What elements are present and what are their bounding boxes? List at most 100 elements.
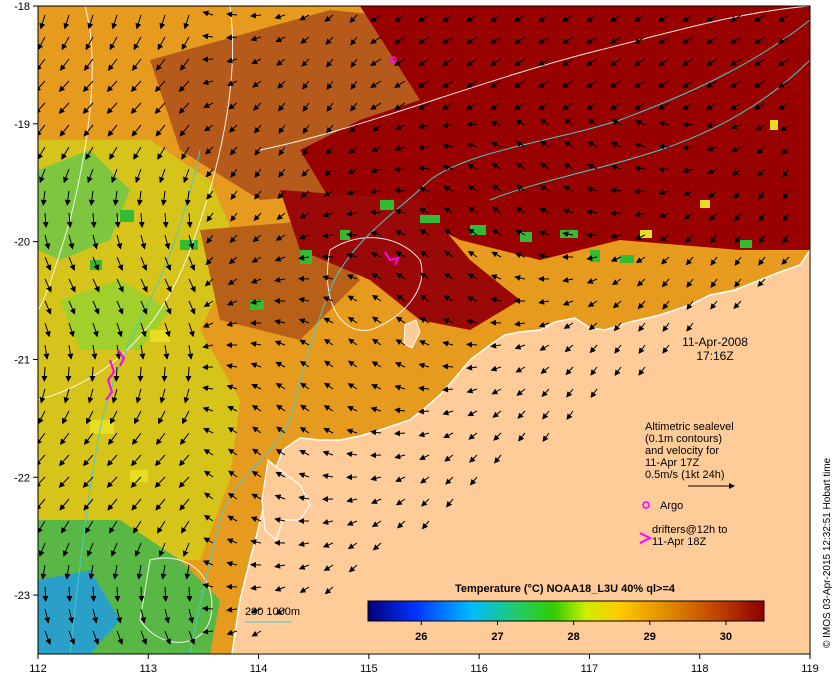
velocity-arrow [346, 231, 358, 238]
map-time-label: 17:16Z [696, 349, 733, 363]
velocity-arrow [83, 58, 94, 71]
velocity-arrow [370, 406, 382, 413]
velocity-arrow [202, 628, 214, 635]
colorbar-tick-label: 26 [415, 631, 427, 643]
legend-argo-label: Argo [660, 500, 683, 512]
velocity-arrow [140, 608, 147, 624]
velocity-arrow [467, 273, 478, 280]
velocity-arrow [610, 58, 622, 66]
velocity-arrow [682, 14, 694, 22]
velocity-arrow [610, 102, 622, 110]
velocity-arrow [370, 252, 382, 258]
velocity-arrow [466, 80, 478, 88]
velocity-arrow [252, 426, 262, 434]
velocity-arrow [298, 233, 310, 240]
velocity-arrow [135, 14, 142, 30]
velocity-arrow [202, 582, 214, 589]
velocity-arrow [370, 14, 382, 22]
velocity-arrow [163, 344, 170, 360]
velocity-arrow [541, 388, 550, 398]
velocity-arrow [39, 168, 46, 184]
velocity-arrow [116, 322, 123, 338]
velocity-arrow [44, 256, 52, 271]
velocity-arrow [58, 80, 70, 93]
velocity-arrow [226, 606, 238, 613]
velocity-arrow [275, 361, 286, 368]
velocity-arrow [202, 343, 214, 350]
velocity-arrow [275, 36, 286, 43]
velocity-arrow [612, 300, 622, 309]
velocity-arrow [323, 338, 334, 346]
velocity-arrow [610, 256, 622, 262]
velocity-arrow [706, 145, 718, 152]
velocity-arrow [132, 432, 142, 446]
velocity-arrow [587, 164, 598, 170]
velocity-arrow [276, 426, 286, 434]
velocity-arrow [782, 234, 790, 244]
land-island [403, 319, 421, 349]
velocity-arrow [227, 80, 238, 86]
velocity-arrow [758, 256, 766, 266]
velocity-arrow [709, 234, 718, 244]
velocity-arrow [181, 36, 190, 51]
velocity-arrow [370, 36, 382, 44]
velocity-arrow [372, 124, 382, 132]
velocity-arrow [109, 146, 118, 160]
velocity-arrow [154, 476, 166, 488]
velocity-arrow [274, 585, 286, 592]
velocity-arrow [38, 80, 46, 93]
velocity-arrow [396, 520, 406, 529]
velocity-arrow [276, 58, 286, 66]
velocity-arrow [44, 278, 52, 293]
velocity-arrow [254, 146, 262, 156]
velocity-arrow [206, 234, 214, 244]
velocity-arrow [658, 14, 670, 22]
velocity-arrow [62, 410, 70, 425]
velocity-arrow [131, 498, 142, 511]
velocity-arrow [346, 252, 358, 259]
x-tick-label: 117 [581, 663, 599, 675]
velocity-arrow [226, 34, 238, 41]
velocity-arrow [394, 384, 406, 391]
velocity-arrow [782, 190, 790, 200]
velocity-arrow [634, 211, 646, 218]
velocity-arrow [491, 142, 502, 148]
velocity-arrow [155, 58, 166, 71]
velocity-arrow [83, 432, 94, 446]
velocity-arrow [396, 294, 406, 302]
velocity-arrow [42, 586, 49, 602]
velocity-arrow [164, 256, 172, 271]
velocity-arrow [658, 166, 670, 173]
velocity-arrow [85, 146, 94, 160]
argo-float-marker [389, 56, 397, 64]
velocity-arrow [140, 300, 148, 315]
velocity-arrow [346, 189, 358, 196]
velocity-arrow [538, 80, 550, 88]
velocity-arrow [107, 124, 118, 137]
velocity-arrow [83, 498, 94, 511]
velocity-arrow [253, 124, 262, 134]
velocity-arrow [38, 542, 46, 557]
velocity-arrow [418, 14, 430, 22]
velocity-arrow [781, 146, 790, 155]
velocity-arrow [188, 630, 196, 645]
velocity-arrow [90, 586, 97, 602]
velocity-arrow [68, 322, 75, 338]
velocity-arrow [41, 366, 48, 382]
velocity-arrow [60, 520, 70, 534]
velocity-arrow [164, 630, 172, 645]
velocity-arrow [132, 520, 142, 534]
velocity-arrow [68, 630, 76, 645]
velocity-arrow [188, 278, 196, 293]
velocity-arrow [564, 118, 574, 126]
velocity-arrow [347, 383, 358, 390]
velocity-arrow [490, 274, 502, 280]
velocity-arrow [274, 494, 286, 501]
velocity-arrow [610, 233, 622, 240]
colorbar-tick-label: 30 [720, 631, 732, 643]
velocity-arrow [250, 278, 262, 284]
velocity-arrow [251, 493, 262, 500]
velocity-arrow [658, 58, 670, 66]
velocity-arrow [514, 80, 526, 88]
